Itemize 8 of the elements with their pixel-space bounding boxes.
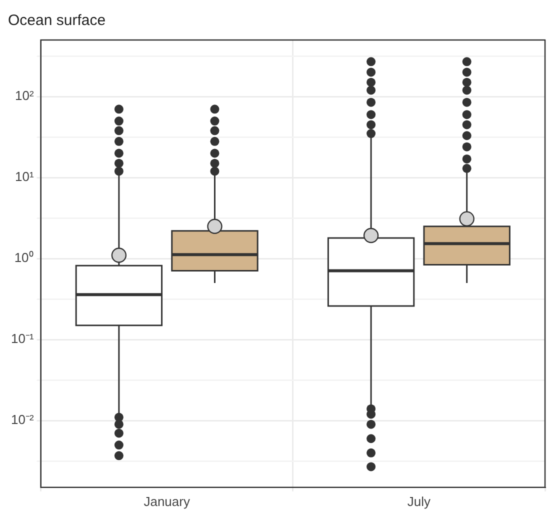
y-tick-label: 10² — [14, 88, 34, 104]
y-tick-label: 10¹ — [14, 169, 34, 184]
x-tick-label: July — [407, 494, 432, 509]
x-tick-label: January — [144, 494, 190, 509]
chart-title: Ocean surface — [8, 12, 106, 30]
y-tick-label: 10⁻² — [10, 412, 34, 428]
y-tick-label: 10⁰ — [14, 250, 34, 266]
y-tick-label: 10⁻¹ — [10, 331, 34, 346]
